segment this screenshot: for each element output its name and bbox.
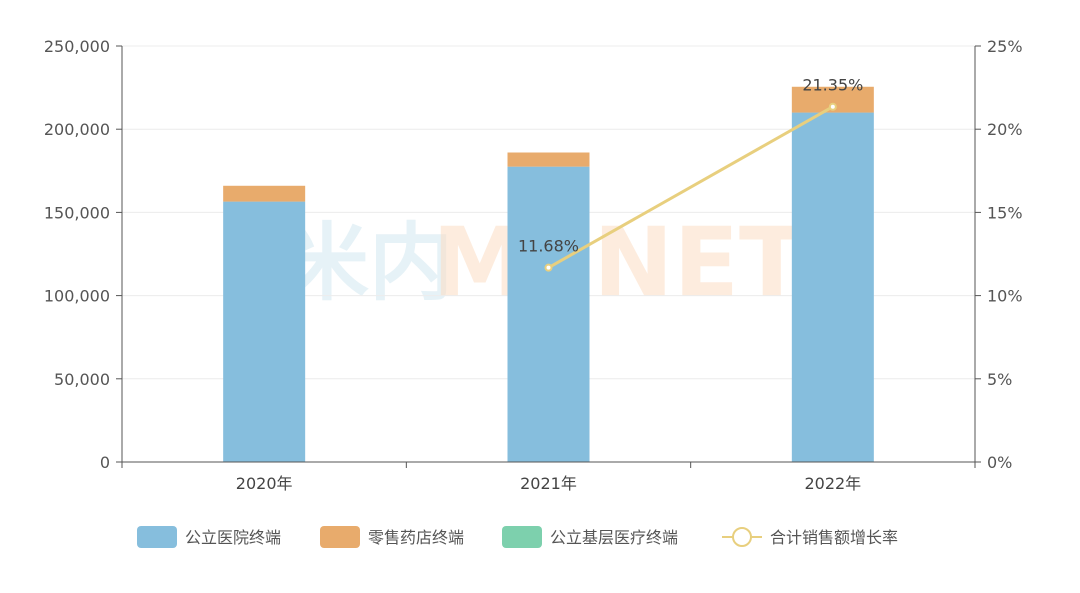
- left-tick-label: 100,000: [44, 287, 110, 306]
- bar: [223, 185, 306, 202]
- watermark-brand: MENET: [432, 207, 805, 319]
- right-tick-label: 15%: [987, 203, 1023, 222]
- legend-swatch: [320, 526, 360, 548]
- bar: [507, 166, 590, 462]
- bar: [223, 201, 306, 463]
- left-tick-label: 0: [100, 453, 110, 472]
- right-tick-label: 0%: [987, 453, 1012, 472]
- legend-marker: [732, 527, 752, 547]
- left-tick-label: 250,000: [44, 37, 110, 56]
- x-tick-label: 2022年: [804, 474, 861, 493]
- legend-item[interactable]: 合计销售额增长率: [722, 527, 898, 547]
- watermark: 米内 MENET: [285, 207, 805, 319]
- left-tick-label: 200,000: [44, 120, 110, 139]
- watermark-logo: 米内: [285, 214, 453, 312]
- legend-item[interactable]: 公立基层医疗终端: [502, 526, 678, 548]
- right-tick-label: 25%: [987, 37, 1023, 56]
- legend-label: 公立医院终端: [185, 528, 281, 547]
- point-label: 11.68%: [518, 237, 579, 256]
- right-tick-label: 10%: [987, 287, 1023, 306]
- line-point: [544, 263, 553, 272]
- bar-series: [223, 86, 874, 463]
- right-tick-label: 5%: [987, 370, 1012, 389]
- legend-label: 零售药店终端: [368, 528, 464, 547]
- legend-label: 公立基层医疗终端: [550, 528, 678, 547]
- point-label: 21.35%: [802, 76, 863, 95]
- line-series: 11.68% 21.35%: [518, 76, 863, 272]
- legend-item[interactable]: 公立医院终端: [137, 526, 281, 548]
- left-tick-label: 150,000: [44, 203, 110, 222]
- right-tick-label: 20%: [987, 120, 1023, 139]
- legend-item[interactable]: 零售药店终端: [320, 526, 464, 548]
- bar: [507, 152, 590, 167]
- line-point: [828, 102, 837, 111]
- legend-swatch: [137, 526, 177, 548]
- x-tick-label: 2021年: [520, 474, 577, 493]
- axes: 0 50,000 100,000 150,000 200,000 250,000 0% 5% 1…: [44, 37, 1023, 493]
- bar: [791, 112, 874, 462]
- legend-swatch: [502, 526, 542, 548]
- x-tick-label: 2020年: [236, 474, 293, 493]
- legend-label: 合计销售额增长率: [770, 528, 898, 547]
- line-path: [547, 105, 834, 269]
- left-tick-label: 50,000: [54, 370, 110, 389]
- legend: 公立医院终端 零售药店终端 公立基层医疗终端 合计销售额增长率: [137, 526, 898, 548]
